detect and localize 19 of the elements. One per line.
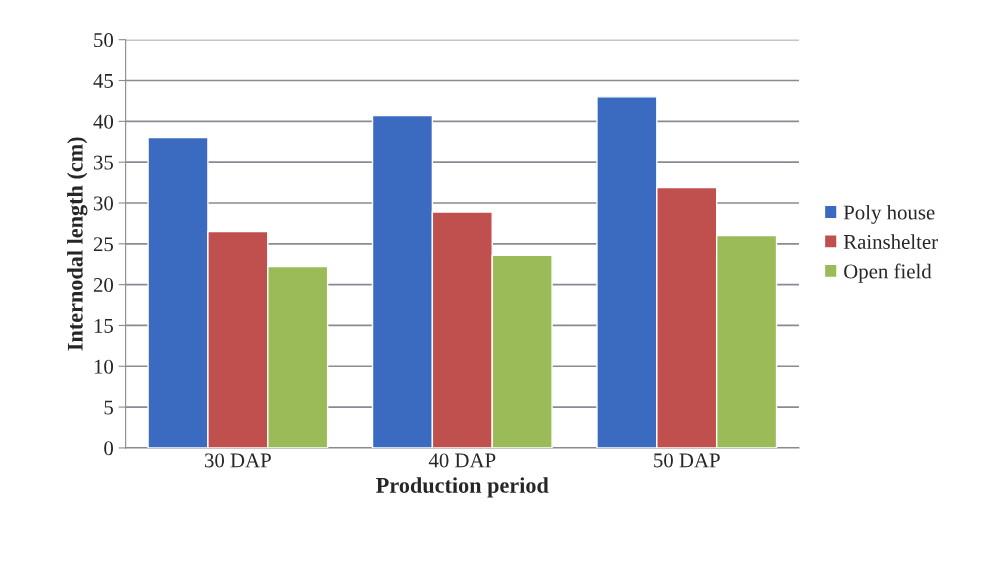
x-axis-title: Production period [376, 477, 549, 498]
y-tick-label: 35 [93, 155, 114, 170]
y-tick-label: 40 [93, 114, 114, 129]
x-tick-label: 50 DAP [654, 453, 720, 468]
y-tick-label: 0 [104, 441, 114, 456]
x-tick-label: 40 DAP [428, 453, 496, 468]
legend-label: Rainshelter [843, 234, 938, 249]
y-tick-label: 50 [94, 33, 114, 48]
y-tick-label: 10 [94, 359, 114, 374]
x-tick-label: 30 DAP [204, 453, 271, 468]
y-tick-label: 5 [104, 400, 114, 415]
legend-label: Poly house [843, 204, 935, 224]
y-tick-label: 20 [93, 278, 114, 293]
y-tick-label: 15 [94, 318, 114, 333]
legend-label: Open field [844, 263, 932, 283]
y-tick-label: 30 [93, 196, 114, 211]
y-tick-label: 25 [93, 237, 114, 252]
y-tick-label: 45 [93, 74, 114, 88]
y-axis-title: Internodal length (cm) [67, 137, 88, 351]
